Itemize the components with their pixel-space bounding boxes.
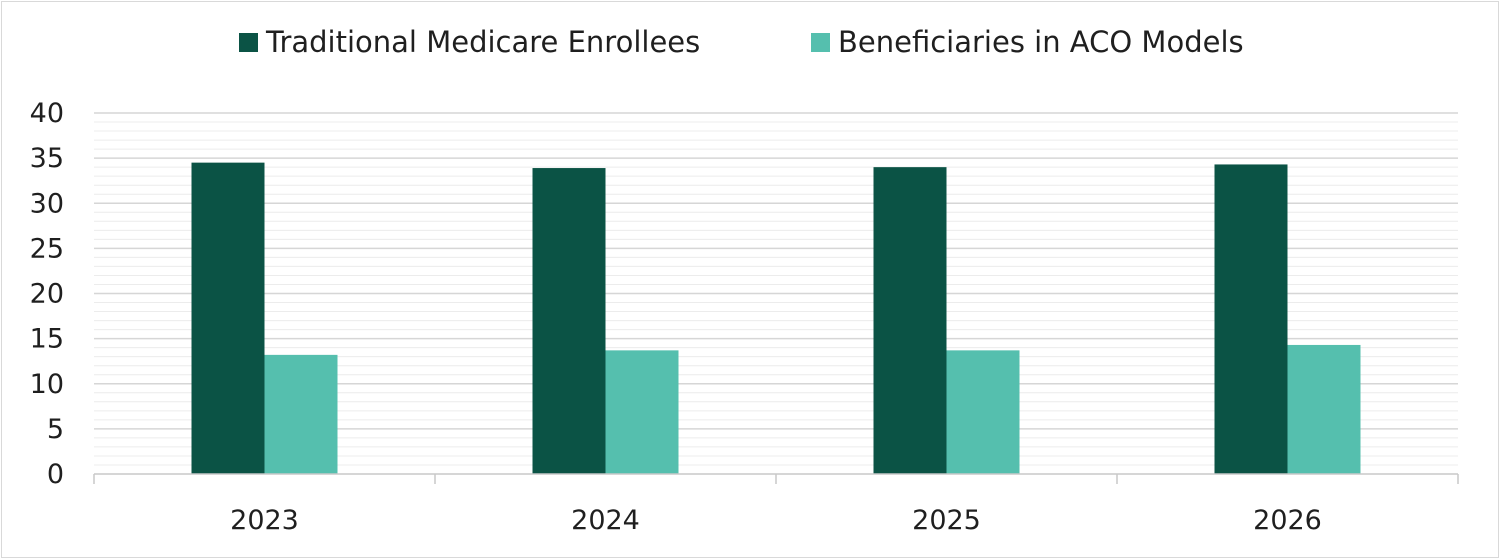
legend-label-series-1: Traditional Medicare Enrollees — [265, 25, 700, 59]
x-axis-ticks: 2023 2024 2025 2026 — [230, 505, 1322, 536]
x-tick-label: 2023 — [230, 505, 299, 536]
y-tick-label: 35 — [30, 143, 64, 174]
bar-2026-series-1 — [1214, 164, 1288, 474]
y-tick-label: 25 — [30, 233, 64, 264]
legend-label-series-2: Beneficiaries in ACO Models — [838, 25, 1244, 59]
y-tick-label: 30 — [30, 188, 64, 219]
bar-2025-series-2 — [946, 350, 1020, 474]
bar-2023-series-1 — [191, 162, 265, 474]
y-axis-ticks: 0 5 10 15 20 25 30 35 40 — [30, 98, 64, 490]
x-tick-label: 2026 — [1253, 505, 1322, 536]
bar-2024-series-1 — [532, 168, 606, 475]
bar-2024-series-2 — [605, 350, 679, 474]
legend: Traditional Medicare Enrollees Beneficiar… — [239, 25, 1244, 59]
bar-2023-series-2 — [264, 354, 338, 474]
y-tick-label: 0 — [47, 459, 64, 490]
y-tick-label: 40 — [30, 98, 64, 129]
y-tick-label: 10 — [30, 369, 64, 400]
x-tick-label: 2024 — [571, 505, 640, 536]
bar-2026-series-2 — [1287, 344, 1361, 474]
legend-swatch-series-1 — [239, 33, 258, 52]
y-tick-label: 5 — [47, 414, 64, 445]
axes — [93, 473, 1459, 484]
y-tick-label: 20 — [30, 279, 64, 310]
bar-2025-series-1 — [873, 167, 947, 474]
y-tick-label: 15 — [30, 324, 64, 355]
bars — [191, 162, 1361, 475]
legend-swatch-series-2 — [811, 33, 830, 52]
x-tick-label: 2025 — [912, 505, 981, 536]
